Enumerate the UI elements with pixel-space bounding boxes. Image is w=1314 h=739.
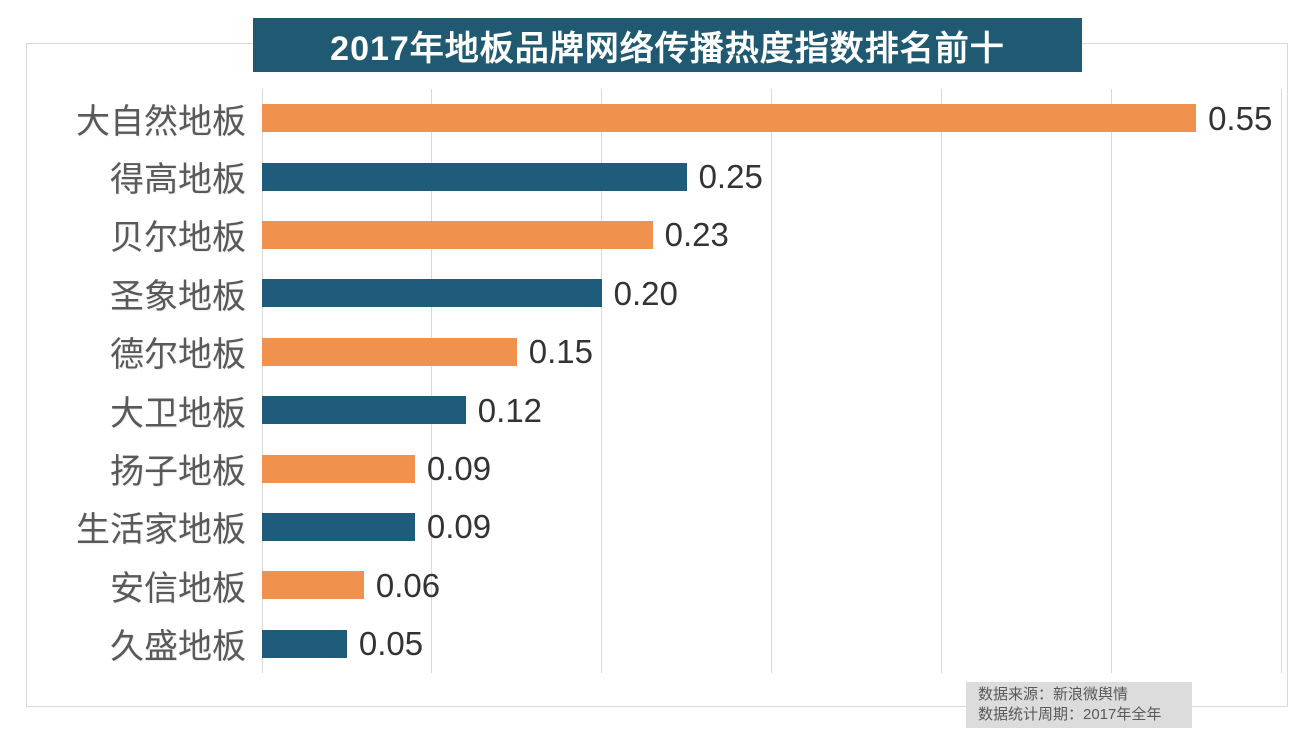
gridline: [261, 89, 263, 673]
bar: [262, 454, 415, 483]
gridline: [601, 89, 603, 673]
category-label-row: 扬子地板: [0, 439, 246, 497]
source-note-line2: 数据统计周期：2017年全年: [978, 706, 1162, 723]
bar-value-label: 0.05: [358, 625, 424, 663]
category-label: 扬子地板: [110, 453, 246, 492]
category-label: 生活家地板: [76, 511, 246, 550]
category-label: 安信地板: [110, 569, 246, 608]
bar: [262, 629, 347, 658]
bar-row: 0.25: [262, 147, 1281, 205]
gridline: [1110, 89, 1112, 673]
category-label: 德尔地板: [110, 336, 246, 375]
bar: [262, 337, 517, 366]
category-label: 贝尔地板: [110, 219, 246, 258]
rows: 0.55 0.25 0.23 0.20 0.15 0.12 0.09 0.09 …: [262, 89, 1281, 673]
category-label: 久盛地板: [110, 628, 246, 667]
category-label-row: 圣象地板: [0, 264, 246, 322]
bar-value-label: 0.25: [698, 158, 763, 196]
category-labels: 大自然地板 得高地板 贝尔地板 圣象地板 德尔地板 大卫地板 扬子地板 生活家地…: [0, 89, 246, 673]
bar-row: 0.09: [262, 439, 1281, 497]
gridline: [771, 89, 772, 673]
category-label-row: 大卫地板: [0, 381, 246, 439]
bar-value-label: 0.23: [664, 216, 729, 254]
bar-row: 0.15: [262, 323, 1281, 381]
bar: [262, 571, 364, 600]
source-note-line1: 数据来源：新浪微舆情: [978, 686, 1129, 703]
bar-value-label: 0.15: [528, 333, 593, 371]
bar: [262, 104, 1197, 133]
category-label-row: 大自然地板: [0, 89, 246, 147]
category-label: 大卫地板: [110, 394, 246, 433]
gridline: [431, 89, 433, 673]
bar-row: 0.55: [262, 89, 1281, 147]
chart-title: 2017年地板品牌网络传播热度指数排名前十: [253, 18, 1082, 72]
bar-row: 0.06: [262, 556, 1281, 614]
category-label: 得高地板: [110, 161, 246, 200]
bar-row: 0.05: [262, 615, 1281, 673]
bar: [262, 512, 415, 541]
category-label-row: 得高地板: [0, 147, 246, 205]
bar-row: 0.23: [262, 206, 1281, 264]
source-note: 数据来源：新浪微舆情 数据统计周期：2017年全年: [966, 682, 1192, 728]
bar-value-label: 0.09: [426, 508, 492, 546]
category-label-row: 德尔地板: [0, 323, 246, 381]
bar: [262, 396, 466, 425]
bar-row: 0.09: [262, 498, 1281, 556]
gridline: [1280, 89, 1282, 673]
category-label-row: 久盛地板: [0, 615, 246, 673]
bar-value-label: 0.55: [1208, 99, 1273, 137]
bar: [262, 279, 602, 308]
bar-value-label: 0.09: [426, 450, 492, 488]
bar-value-label: 0.06: [375, 566, 441, 604]
gridline: [940, 89, 942, 673]
bar-value-label: 0.12: [477, 391, 543, 429]
category-label: 大自然地板: [76, 102, 246, 141]
category-label-row: 安信地板: [0, 556, 246, 614]
bar: [262, 162, 687, 191]
category-label-row: 生活家地板: [0, 498, 246, 556]
bar-row: 0.12: [262, 381, 1281, 439]
plot-area: 0.55 0.25 0.23 0.20 0.15 0.12 0.09 0.09 …: [261, 89, 1282, 673]
bar: [262, 220, 653, 249]
bar-row: 0.20: [262, 264, 1281, 322]
category-label-row: 贝尔地板: [0, 206, 246, 264]
bar-value-label: 0.20: [613, 274, 678, 312]
category-label: 圣象地板: [110, 277, 246, 316]
